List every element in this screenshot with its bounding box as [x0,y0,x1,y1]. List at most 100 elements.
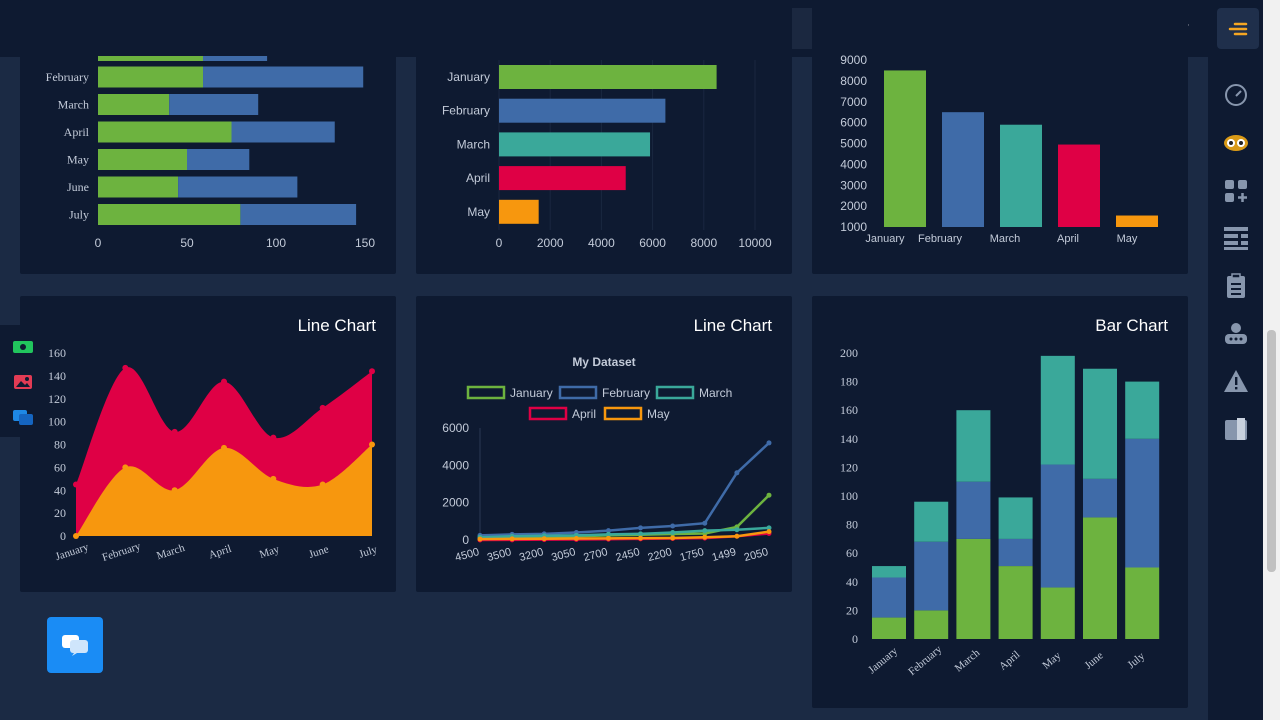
x-tick-label: 3200 [518,546,545,564]
hbar-chart: January February March April May 0 2000 4000 600… [442,60,772,250]
line-chart: My Dataset January February March April May 0 2… [442,355,772,564]
data-point [702,534,708,540]
clipboard-icon[interactable] [1222,272,1250,300]
x-tick-label: 2050 [743,546,770,564]
bar-segment [872,617,906,639]
data-point [122,464,129,471]
bar-segment [1125,438,1160,568]
left-quick-tabs [0,325,45,437]
y-tick-label: 4000 [840,157,867,171]
stacked-bar-chart: 0 20 40 60 80 100 120 140 160 180 200 January Februa… [840,346,1160,678]
bar [884,70,926,227]
y-tick-label: 6000 [442,421,469,435]
bar-segment [872,577,906,618]
y-tick-label: January [447,70,490,84]
chat-icon[interactable] [12,409,34,427]
bar [942,112,984,227]
vbar-card: 1000 2000 3000 4000 5000 6000 7000 8000 9000 Janu… [812,0,1188,274]
x-tick-label: 8000 [690,236,717,250]
data-point [270,475,277,482]
legend-label: February [602,386,650,400]
y-tick-label: 0 [462,533,469,547]
data-point [766,525,772,531]
data-point [605,528,611,534]
data-point [734,470,740,476]
x-tick-label: 2700 [582,546,609,564]
x-tick-label: 4000 [588,236,615,250]
bar [1116,215,1158,227]
data-point [221,444,227,451]
area-chart: 0 20 40 60 80 100 120 140 160 January February Marc… [48,346,379,564]
y-tick-label: 80 [54,438,66,452]
bar-segment [914,541,949,611]
bar-segment [98,66,204,88]
menu-icon [1228,22,1248,35]
data-point [766,529,772,535]
image-icon[interactable] [12,373,34,391]
robot-icon[interactable] [1222,320,1250,348]
speedometer-icon[interactable] [1222,81,1250,109]
x-tick-label: 4500 [454,546,481,564]
bar [499,166,626,191]
data-point [670,530,676,536]
y-tick-label: 20 [846,603,858,617]
y-tick-label: 80 [846,518,858,532]
x-tick-label: March [155,542,186,562]
bar [499,65,717,89]
data-point [541,536,547,542]
bar-segment [998,497,1033,539]
page-scrollbar[interactable] [1263,0,1280,720]
list-icon[interactable] [1222,224,1250,252]
x-tick-label: 0 [95,236,102,250]
x-tick-label: 150 [355,236,375,250]
money-icon[interactable] [12,339,34,357]
line-series [479,442,770,537]
menu-toggle-button[interactable] [1217,8,1259,49]
data-point [670,523,676,529]
y-tick-label: July [69,208,89,222]
y-tick-label: April [64,125,90,139]
y-tick-label: 60 [846,546,858,560]
data-point [270,434,277,441]
line-series [479,526,770,539]
data-point [221,378,227,385]
legend-label: April [572,407,596,421]
y-tick-label: February [442,104,490,118]
x-tick-label: 100 [266,236,286,250]
y-tick-label: 6000 [840,116,867,130]
data-point [605,531,611,537]
data-point [122,364,129,371]
chat-fab-button[interactable] [47,617,103,673]
bar [499,98,666,123]
bar-segment [1083,368,1117,479]
apps-icon[interactable] [1222,177,1250,205]
bar-segment [1083,478,1117,518]
y-tick-label: 9000 [840,53,867,67]
right-sidebar [1208,57,1263,720]
bar-segment [98,121,232,143]
bar-segment [914,501,949,542]
scroll-thumb[interactable] [1267,330,1276,572]
data-point [509,536,515,542]
y-tick-label: 20 [54,506,66,520]
data-point [477,536,483,542]
bar-segment [98,149,187,170]
y-tick-label: April [466,171,490,185]
warning-icon[interactable] [1222,367,1250,395]
data-point [702,520,708,526]
bar-segment [203,66,364,88]
book-icon[interactable] [1222,415,1250,443]
y-tick-label: 5000 [840,137,867,151]
bar [1058,144,1100,227]
y-tick-label: 140 [840,432,858,446]
legend-swatch [603,406,643,421]
owl-icon[interactable] [1222,128,1250,156]
data-point [638,525,644,531]
y-tick-label: 0 [60,529,66,543]
x-tick-label: 2200 [647,546,674,564]
bar-segment [98,204,241,225]
bar-segment [1040,464,1075,588]
bar-segment [98,176,179,198]
bar-segment [1040,587,1075,639]
vbar-chart: 1000 2000 3000 4000 5000 6000 7000 8000 9000 Janu… [840,53,1158,245]
